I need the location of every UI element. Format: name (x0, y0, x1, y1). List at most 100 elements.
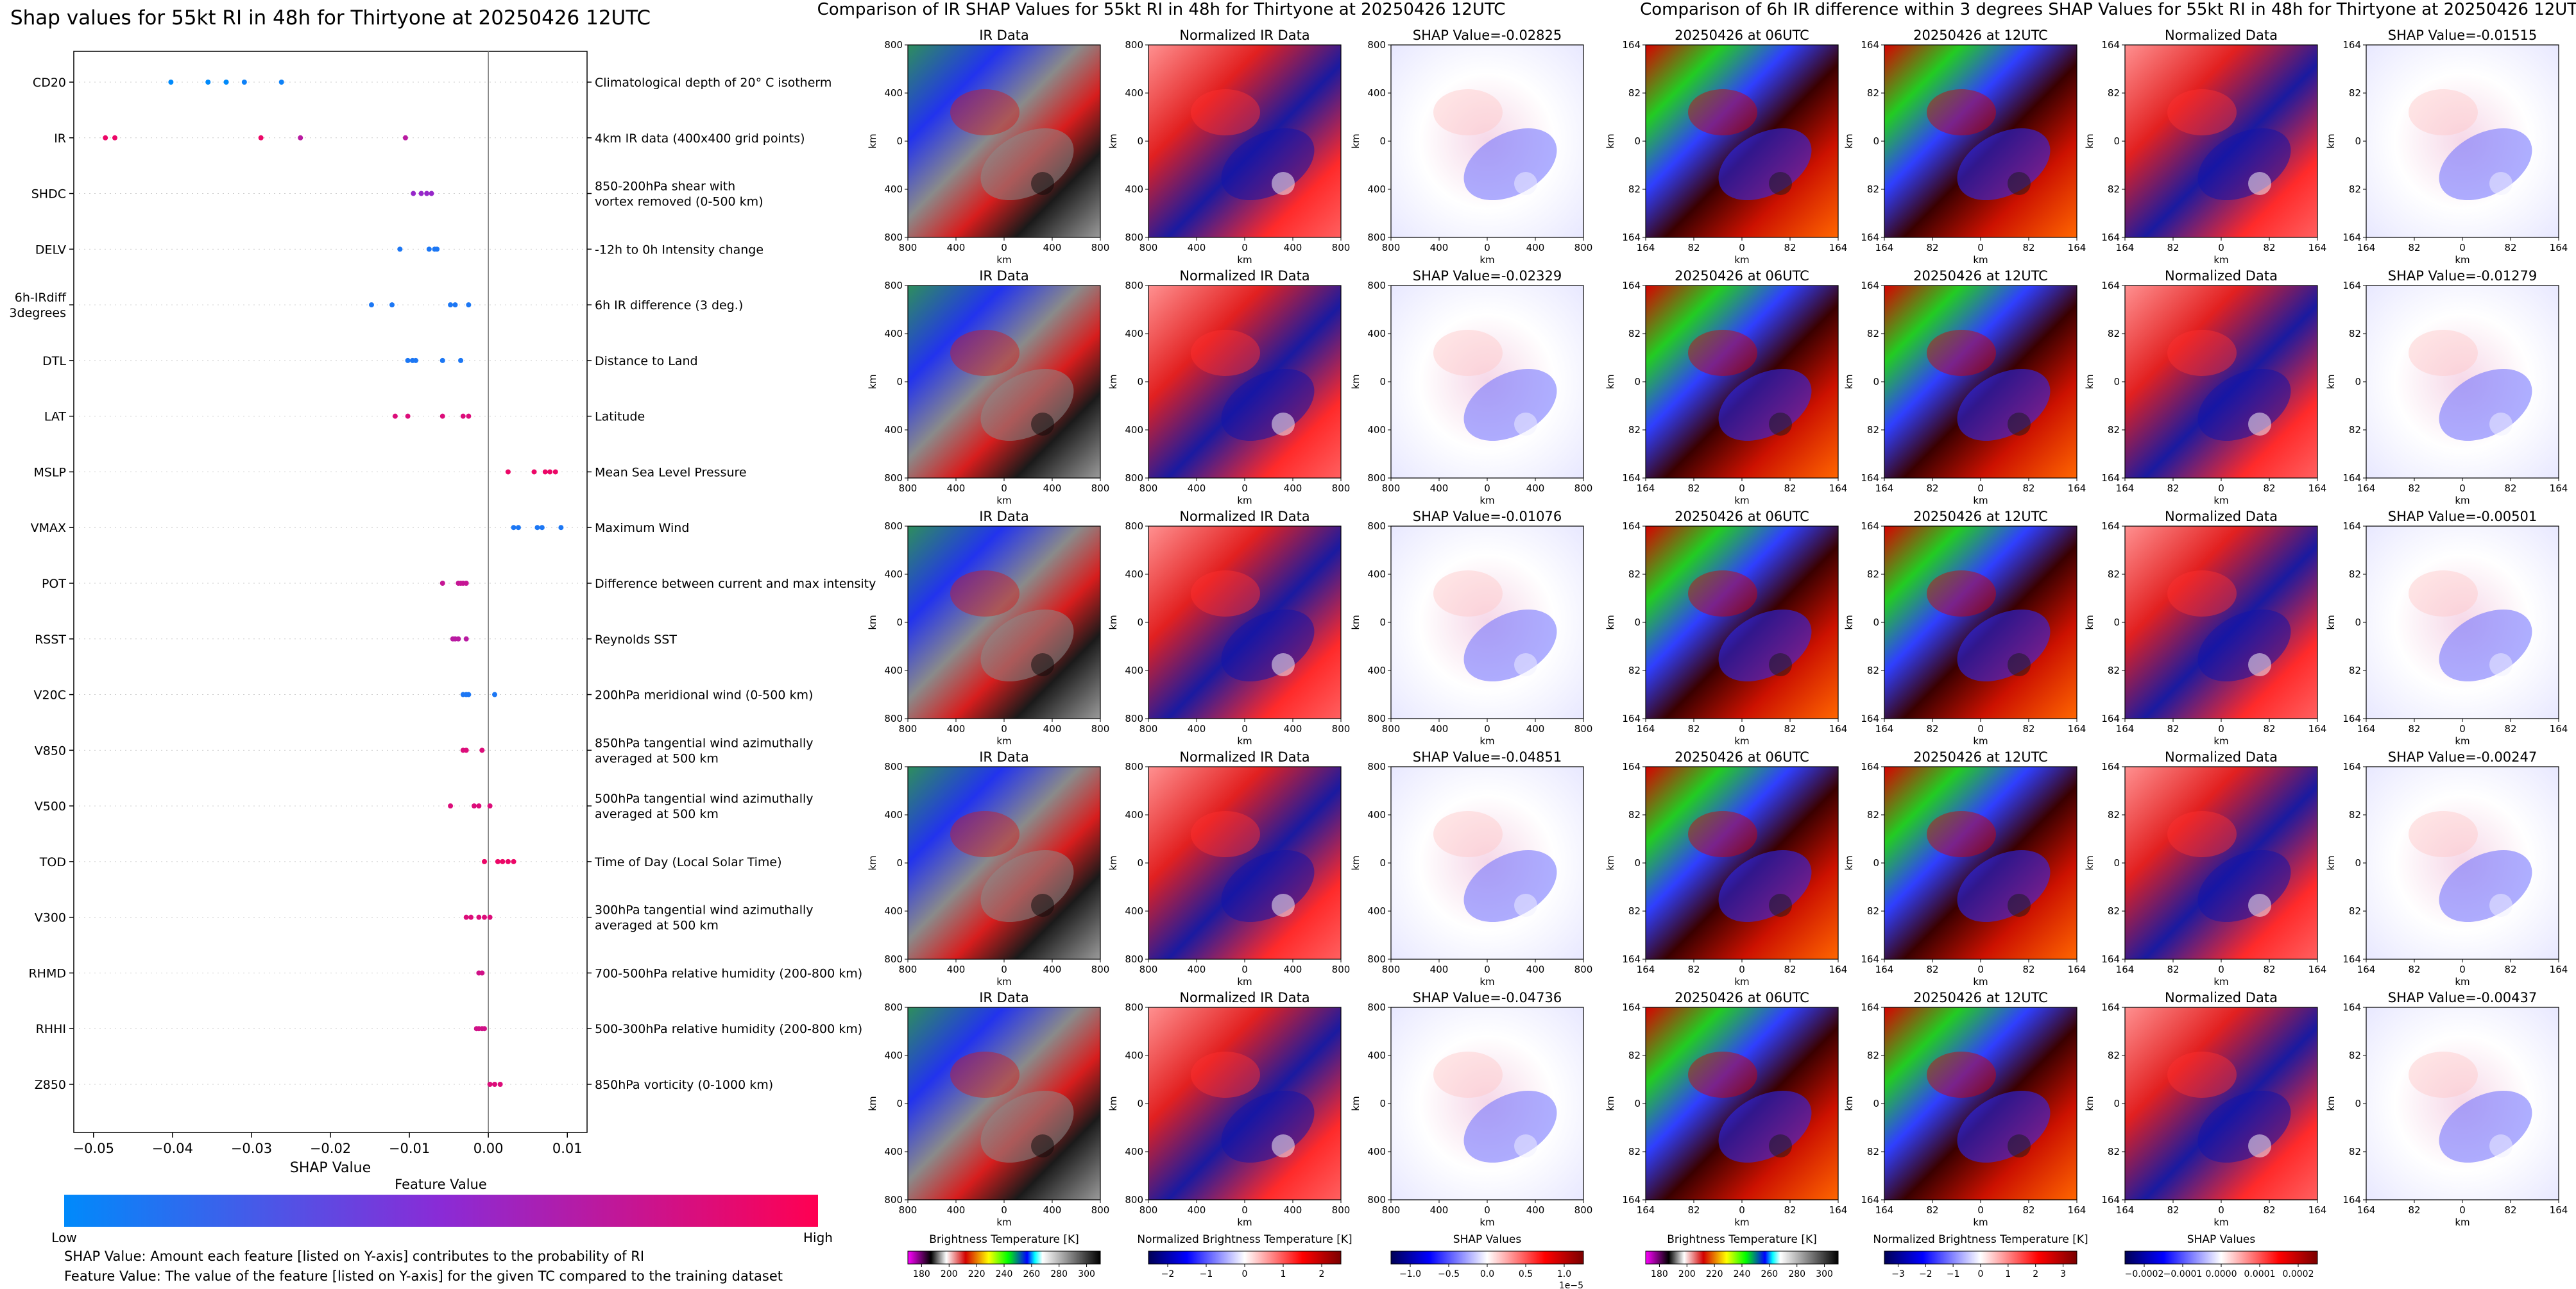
diff-image-feature (2489, 172, 2512, 195)
ir-y-tick-label: 800 (884, 1194, 903, 1206)
diff-y-tick-label: 0 (1634, 376, 1641, 388)
diff-x-axis-label: km (1734, 254, 1749, 266)
feature-name-label: V500 (35, 799, 66, 814)
diff-y-tick-label: 82 (2108, 184, 2120, 195)
ir-y-tick-label: 0 (896, 376, 903, 388)
diff-y-tick-label: 164 (1622, 1002, 1641, 1013)
ir-colorbar-label: SHAP Values (1453, 1233, 1522, 1246)
feature-description-label: Mean Sea Level Pressure (595, 465, 747, 479)
diff-x-tick-label: 82 (2022, 964, 2034, 975)
diff-subplot-title: Normalized Data (2165, 990, 2278, 1005)
diff-y-axis-label: km (1605, 133, 1616, 148)
diff-subplot-title: 20250426 at 12UTC (1913, 990, 2048, 1005)
ir-x-tick-label: 400 (1430, 1204, 1449, 1216)
diff-x-tick-label: 164 (1829, 1204, 1848, 1216)
ir-image-feature (1272, 894, 1295, 917)
diff-y-tick-label: 164 (1622, 713, 1641, 724)
diff-y-tick-label: 82 (2108, 1050, 2120, 1061)
ir-y-tick-label: 800 (1125, 472, 1143, 484)
ir-y-axis-label: km (1350, 1096, 1361, 1111)
diff-image-feature (2008, 653, 2031, 676)
ir-y-tick-label: 400 (1367, 665, 1386, 676)
feature-name-label: SHDC (31, 187, 66, 201)
shap-point (369, 302, 374, 308)
ir-image-feature (1272, 653, 1295, 676)
ir-x-axis-label: km (1237, 495, 1252, 506)
feature-name-label: POT (42, 577, 66, 591)
diff-y-tick-label: 82 (2349, 665, 2361, 676)
ir-y-axis-label: km (867, 133, 878, 148)
diff-y-tick-label: 82 (2349, 568, 2361, 580)
ir-x-tick-label: 800 (899, 242, 917, 253)
diff-x-tick-label: 82 (1784, 1204, 1796, 1216)
ir-y-tick-label: 0 (1137, 617, 1143, 628)
diff-image-feature (2008, 413, 2031, 436)
ir-y-axis-label: km (1350, 855, 1361, 870)
diff-y-tick-label: 82 (2108, 809, 2120, 821)
shap-point (487, 914, 493, 920)
diff-y-tick-label: 0 (2113, 135, 2120, 147)
shap-point (448, 803, 454, 809)
shap-point (495, 858, 500, 864)
diff-title: Comparison of 6h IR difference within 3 … (1640, 0, 2576, 19)
diff-x-tick-label: 0 (1977, 723, 1984, 735)
diff-colorbar-tick-label: 0.0001 (2244, 1269, 2276, 1279)
diff-y-axis-label: km (1605, 615, 1616, 629)
ir-x-axis-label: km (996, 1216, 1011, 1228)
diff-colorbar-tick-label: −2 (1919, 1269, 1932, 1279)
x-axis-label: SHAP Value (290, 1160, 371, 1176)
shap-point (439, 581, 445, 586)
diff-x-tick-label: 164 (2116, 723, 2135, 735)
diff-x-tick-label: 82 (2167, 482, 2179, 494)
shap-point (405, 357, 411, 363)
shap-summary-panel: Shap values for 55kt RI in 48h for Thirt… (9, 6, 876, 1245)
ir-x-axis-label: km (1480, 1216, 1494, 1228)
diff-y-tick-label: 164 (1861, 472, 1879, 484)
feature-name-label: VMAX (31, 521, 66, 535)
diff-colorbar (2124, 1251, 2318, 1265)
diff-x-tick-label: 82 (2167, 1204, 2179, 1216)
diff-y-axis-label: km (2084, 133, 2095, 148)
diff-y-tick-label: 82 (1867, 809, 1879, 821)
feature-description-label: Maximum Wind (595, 521, 689, 535)
diff-y-tick-label: 164 (2101, 232, 2120, 243)
diff-colorbar-tick-label: −0.0002 (2125, 1269, 2164, 1279)
diff-x-tick-label: 82 (2504, 1204, 2516, 1216)
diff-image-feature (2008, 1134, 2031, 1157)
diff-x-axis-label: km (2455, 1216, 2469, 1228)
diff-colorbar-tick-label: 180 (1651, 1269, 1668, 1279)
diff-y-tick-label: 0 (1873, 1098, 1879, 1109)
feature-description-label: -12h to 0h Intensity change (595, 243, 763, 257)
ir-colorbar-label: Brightness Temperature [K] (929, 1233, 1079, 1246)
ir-y-tick-label: 0 (1379, 617, 1386, 628)
ir-y-tick-label: 400 (884, 328, 903, 339)
ir-x-tick-label: 0 (1001, 723, 1007, 735)
diff-y-tick-label: 164 (2101, 39, 2120, 51)
diff-y-tick-label: 164 (1861, 761, 1879, 773)
diff-x-tick-label: 82 (1687, 482, 1700, 494)
ir-y-tick-label: 400 (884, 87, 903, 99)
diff-y-tick-label: 82 (1867, 1050, 1879, 1061)
feature-description-label: averaged at 500 km (595, 751, 719, 765)
ir-x-tick-label: 800 (1091, 723, 1110, 735)
ir-y-tick-label: 800 (884, 472, 903, 484)
shap-point (466, 692, 472, 697)
diff-x-tick-label: 82 (1926, 964, 1938, 975)
ir-x-tick-label: 0 (1241, 1204, 1248, 1216)
diff-y-axis-label: km (2325, 855, 2337, 870)
ir-x-axis-label: km (996, 976, 1011, 987)
diff-colorbar-label: Brightness Temperature [K] (1667, 1233, 1816, 1246)
ir-x-tick-label: 400 (1430, 964, 1449, 975)
shap-point (402, 135, 408, 141)
diff-x-tick-label: 0 (1739, 1204, 1745, 1216)
diff-x-tick-label: 82 (2022, 1204, 2034, 1216)
diff-subplot-title: 20250426 at 06UTC (1675, 509, 1809, 524)
diff-y-tick-label: 164 (2342, 39, 2361, 51)
diff-subplot-title: 20250426 at 06UTC (1675, 28, 1809, 43)
ir-image-feature (1191, 330, 1260, 376)
ir-y-tick-label: 800 (884, 280, 903, 291)
feature-description-label: Difference between current and max inten… (595, 577, 876, 591)
ir-x-tick-label: 400 (947, 242, 966, 253)
diff-y-tick-label: 164 (1622, 520, 1641, 532)
diff-colorbar-tick-label: 240 (1734, 1269, 1751, 1279)
